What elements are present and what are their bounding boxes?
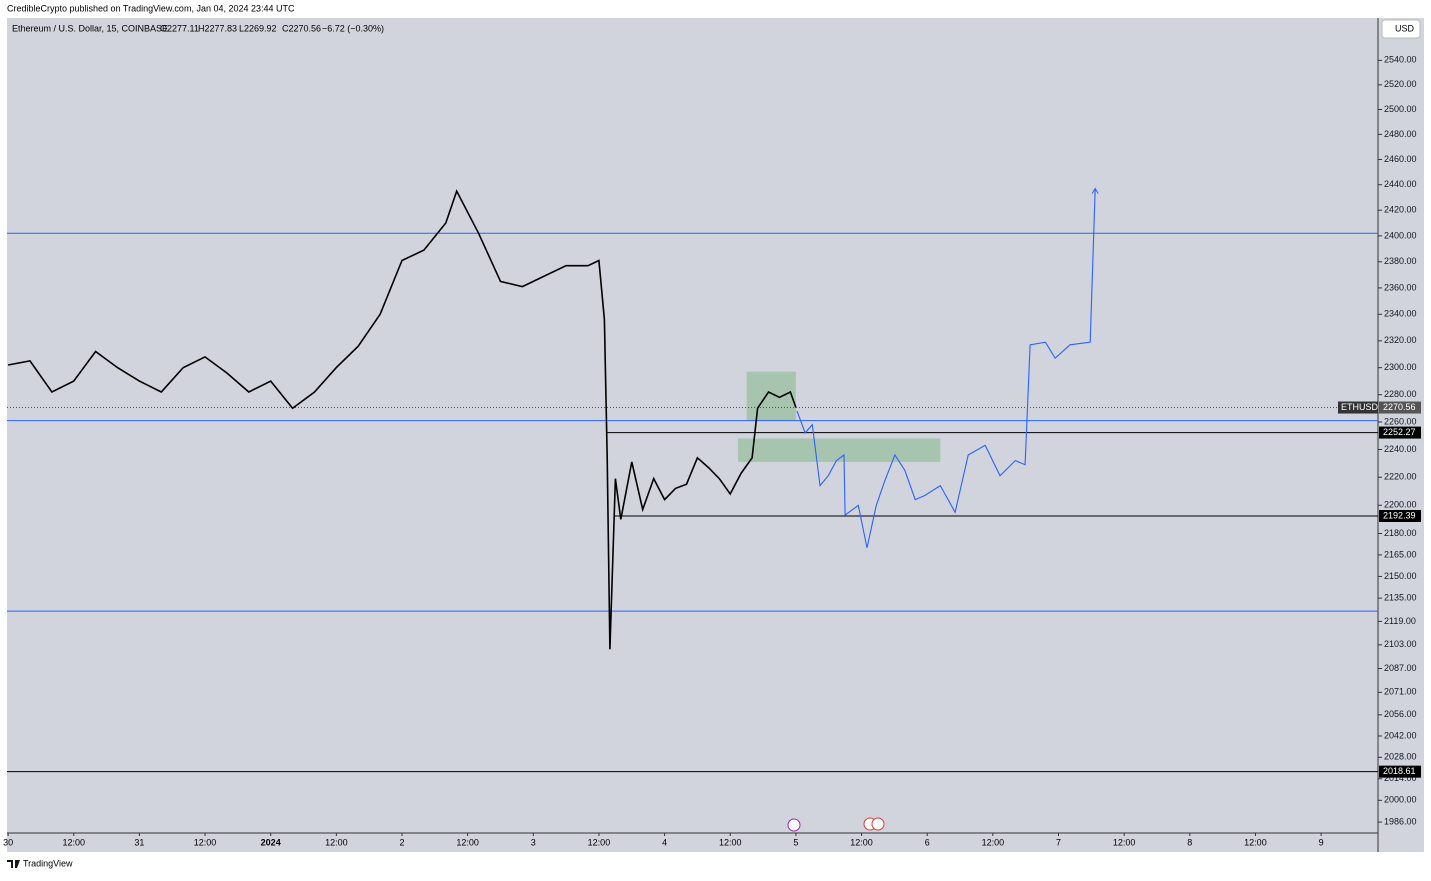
y-tick-label: 2280.00 bbox=[1384, 389, 1417, 399]
x-tick-label: 12:00 bbox=[325, 837, 348, 847]
footer: TradingView bbox=[23, 858, 73, 868]
y-tick-label: 2028.00 bbox=[1384, 752, 1417, 762]
y-tick-label: 2320.00 bbox=[1384, 335, 1417, 345]
y-tick-label: 2300.00 bbox=[1384, 362, 1417, 372]
last-price-bg bbox=[1379, 401, 1421, 414]
y-tick-label: 2500.00 bbox=[1384, 104, 1417, 114]
y-tick-label: 2480.00 bbox=[1384, 129, 1417, 139]
y-tick-label: 2042.00 bbox=[1384, 730, 1417, 740]
y-tick-label: 2220.00 bbox=[1384, 472, 1417, 482]
x-tick-label: 8 bbox=[1187, 837, 1192, 847]
y-tick-label: 2087.00 bbox=[1384, 663, 1417, 673]
x-tick-label: 4 bbox=[662, 837, 667, 847]
y-tick-label: 2540.00 bbox=[1384, 55, 1417, 65]
y-tick-label: 2119.00 bbox=[1384, 616, 1416, 626]
legend-symbol: Ethereum / U.S. Dollar, 15, COINBASE bbox=[12, 23, 168, 33]
level-label-bg bbox=[1379, 426, 1421, 439]
level-label: 2192.39 bbox=[1383, 510, 1416, 520]
level-label: 2252.27 bbox=[1383, 427, 1416, 437]
level-label-bg bbox=[1379, 509, 1421, 522]
y-tick-label: 1986.00 bbox=[1384, 816, 1417, 826]
x-tick-label: 12:00 bbox=[194, 837, 217, 847]
level-label: 2018.61 bbox=[1383, 766, 1416, 776]
y-tick-label: 2200.00 bbox=[1384, 500, 1417, 510]
y-tick-label: 2165.00 bbox=[1384, 549, 1417, 559]
y-tick-label: 2071.00 bbox=[1384, 687, 1417, 697]
zone bbox=[746, 371, 796, 421]
y-tick-label: 2360.00 bbox=[1384, 282, 1417, 292]
chart-background bbox=[7, 18, 1424, 852]
y-tick-label: 2135.00 bbox=[1384, 592, 1417, 602]
legend-low: L2269.92 bbox=[239, 23, 277, 33]
zone bbox=[737, 438, 941, 462]
y-tick-label: 2340.00 bbox=[1384, 309, 1417, 319]
last-price-name-bg bbox=[1338, 401, 1378, 414]
level-label-bg bbox=[1379, 765, 1421, 778]
currency-label[interactable]: USD bbox=[1395, 23, 1415, 33]
y-tick-label: 2440.00 bbox=[1384, 179, 1417, 189]
legend-open: O2277.11 bbox=[160, 23, 199, 33]
x-tick-label: 7 bbox=[1056, 837, 1061, 847]
x-tick-label: 2 bbox=[399, 837, 404, 847]
legend-high: H2277.83 bbox=[198, 23, 237, 33]
y-tick-label: 2520.00 bbox=[1384, 79, 1417, 89]
y-tick-label: 2260.00 bbox=[1384, 416, 1417, 426]
x-tick-label: 12:00 bbox=[62, 837, 85, 847]
y-tick-label: 2000.00 bbox=[1384, 795, 1417, 805]
tradingview-logo bbox=[7, 860, 20, 868]
series-line bbox=[7, 189, 797, 650]
x-tick-label: 12:00 bbox=[1113, 837, 1136, 847]
currency-button[interactable] bbox=[1381, 19, 1421, 39]
x-tick-label: 30 bbox=[3, 837, 13, 847]
x-tick-label: 31 bbox=[134, 837, 144, 847]
y-tick-label: 2460.00 bbox=[1384, 154, 1417, 164]
event-icon[interactable] bbox=[787, 818, 801, 832]
header: CredibleCrypto published on TradingView.… bbox=[7, 3, 295, 13]
x-tick-label: 5 bbox=[793, 837, 798, 847]
last-price-name: ETHUSD bbox=[1341, 402, 1379, 412]
y-tick-label: 2150.00 bbox=[1384, 571, 1417, 581]
y-tick-label: 2180.00 bbox=[1384, 528, 1417, 538]
x-tick-label: 12:00 bbox=[1244, 837, 1267, 847]
x-tick-label: 9 bbox=[1319, 837, 1324, 847]
y-tick-label: 2056.00 bbox=[1384, 709, 1417, 719]
event-icon[interactable] bbox=[871, 817, 885, 831]
last-price-label: 2270.56 bbox=[1383, 402, 1416, 412]
legend-change: −6.72 (−0.30%) bbox=[322, 23, 384, 33]
x-tick-label: 12:00 bbox=[456, 837, 479, 847]
x-tick-label: 6 bbox=[925, 837, 930, 847]
x-tick-label: 3 bbox=[531, 837, 536, 847]
x-tick-label: 2024 bbox=[261, 837, 281, 847]
y-tick-label: 2014.00 bbox=[1384, 773, 1417, 783]
series-line bbox=[796, 188, 1096, 548]
y-tick-label: 2240.00 bbox=[1384, 444, 1417, 454]
x-tick-label: 12:00 bbox=[588, 837, 611, 847]
y-tick-label: 2103.00 bbox=[1384, 639, 1417, 649]
y-tick-label: 2380.00 bbox=[1384, 256, 1417, 266]
x-tick-label: 12:00 bbox=[982, 837, 1005, 847]
x-tick-label: 12:00 bbox=[719, 837, 742, 847]
x-tick-label: 12:00 bbox=[850, 837, 873, 847]
legend-close: C2270.56 bbox=[282, 23, 321, 33]
y-tick-label: 2400.00 bbox=[1384, 230, 1417, 240]
y-tick-label: 2420.00 bbox=[1384, 205, 1417, 215]
arrow-head bbox=[1091, 187, 1099, 194]
